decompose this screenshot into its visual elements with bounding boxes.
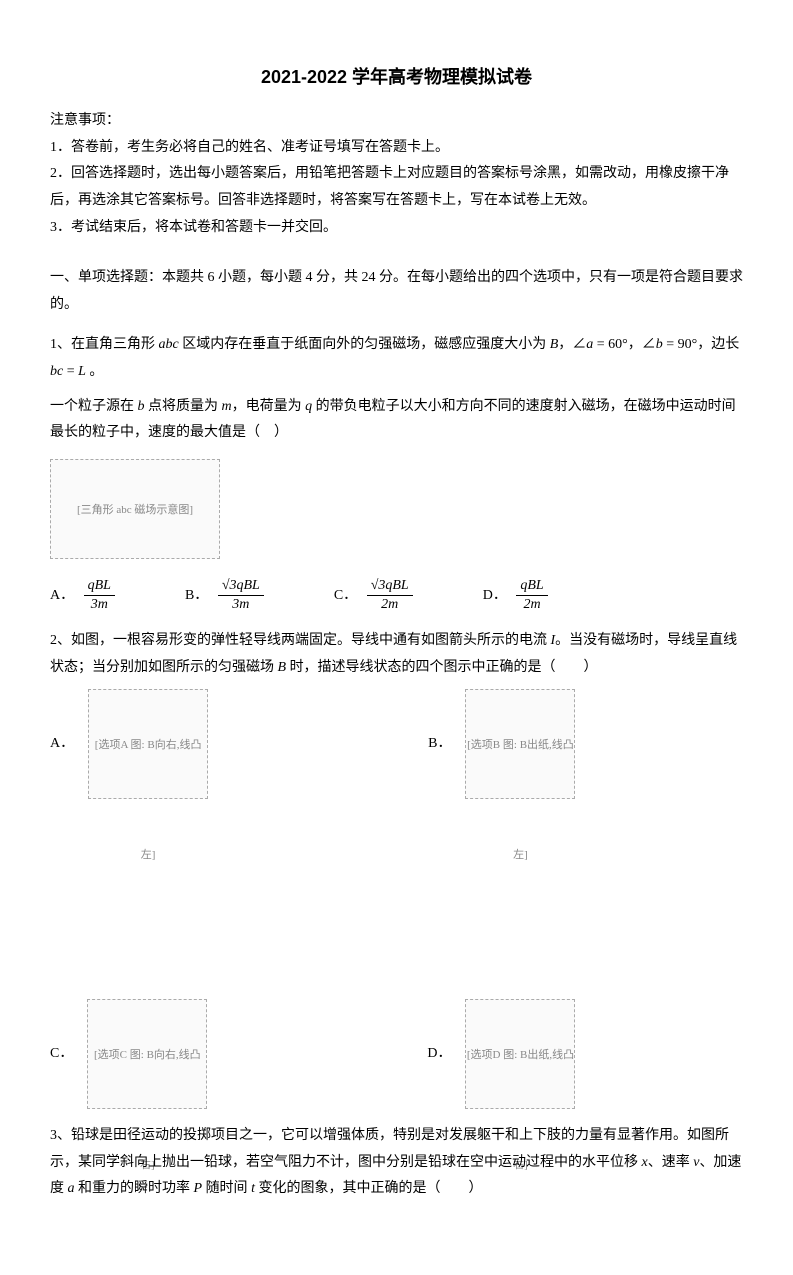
q3-P: P: [194, 1181, 203, 1196]
q1-opt-d-den: 2m: [516, 596, 547, 614]
q3-text-a: 3、铅球是田径运动的投掷项目之一，它可以增强体质，特别是对发展躯干和上下肢的力量…: [50, 1128, 729, 1170]
q1-opt-b-label: B．: [185, 588, 208, 603]
q2-opt-d-figure: [选项D 图: B出纸,线凸右]: [465, 999, 575, 1109]
q1-option-c: C． √3qBL 2m: [334, 577, 413, 614]
q1-opt-c-label: C．: [334, 588, 357, 603]
q1-bc: bc: [50, 364, 63, 379]
q1-b: b: [656, 337, 663, 352]
q3-text-f: 变化的图象，其中正确的是（ ）: [255, 1181, 483, 1196]
q2-B: B: [278, 660, 287, 675]
q1-text-c: ，∠: [558, 337, 586, 352]
q3-text-d: 和重力的瞬时功率: [75, 1181, 194, 1196]
q1-p2-b: 点将质量为: [145, 399, 222, 414]
q1-text-a: 1、在直角三角形: [50, 337, 159, 352]
q1-option-b: B． √3qBL 3m: [185, 577, 264, 614]
notice-heading: 注意事项：: [50, 108, 743, 135]
q1-opt-a-num: qBL: [84, 577, 115, 596]
q1-p2-b-sym: b: [138, 399, 145, 414]
q2-options: A． [选项A 图: B向右,线凸左] B． [选项B 图: B出纸,线凸左] …: [50, 689, 743, 1109]
q2-option-c: C． [选项C 图: B向右,线凸右]: [50, 999, 207, 1109]
q1-eq2: = 90°，边长: [663, 337, 740, 352]
q1-paragraph-1: 1、在直角三角形 abc 区域内存在垂直于纸面向外的匀强磁场，磁感应强度大小为 …: [50, 332, 743, 385]
q2-opt-a-figure: [选项A 图: B向右,线凸左]: [88, 689, 208, 799]
q1-text-d: 。: [86, 364, 104, 379]
q1-opt-c-num: √3qBL: [367, 577, 413, 596]
q1-opt-c-frac: √3qBL 2m: [367, 577, 413, 614]
q2-opt-b-label: B．: [428, 731, 451, 758]
question-2: 2、如图，一根容易形变的弹性轻导线两端固定。导线中通有如图箭头所示的电流 I。当…: [50, 628, 743, 1109]
q1-text-b: 区域内存在垂直于纸面向外的匀强磁场，磁感应强度大小为: [179, 337, 550, 352]
notice-item-2: 2．回答选择题时，选出每小题答案后，用铅笔把答题卡上对应题目的答案标号涂黑，如需…: [50, 161, 743, 214]
section1-heading: 一、单项选择题：本题共 6 小题，每小题 4 分，共 24 分。在每小题给出的四…: [50, 265, 743, 318]
q3-a: a: [68, 1181, 75, 1196]
q1-paragraph-2: 一个粒子源在 b 点将质量为 m，电荷量为 q 的带负电粒子以大小和方向不同的速…: [50, 394, 743, 447]
q1-opt-d-frac: qBL 2m: [516, 577, 547, 614]
q1-opt-b-frac: √3qBL 3m: [218, 577, 264, 614]
q1-opt-a-label: A．: [50, 588, 74, 603]
q1-figure: [三角形 abc 磁场示意图]: [50, 459, 220, 559]
q2-opt-a-label: A．: [50, 731, 74, 758]
q2-text-a: 2、如图，一根容易形变的弹性轻导线两端固定。导线中通有如图箭头所示的电流: [50, 633, 551, 648]
q2-option-a: A． [选项A 图: B向右,线凸左]: [50, 689, 208, 799]
q2-opt-b-figure: [选项B 图: B出纸,线凸左]: [465, 689, 575, 799]
q3-text-b: 、速率: [648, 1155, 694, 1170]
q2-opt-c-figure: [选项C 图: B向右,线凸右]: [87, 999, 207, 1109]
notice-item-3: 3．考试结束后，将本试卷和答题卡一并交回。: [50, 215, 743, 242]
q2-opt-c-label: C．: [50, 1041, 73, 1068]
q2-opt-d-label: D．: [427, 1041, 451, 1068]
q2-text: 2、如图，一根容易形变的弹性轻导线两端固定。导线中通有如图箭头所示的电流 I。当…: [50, 628, 743, 681]
q1-opt-a-frac: qBL 3m: [84, 577, 115, 614]
q1-m: m: [222, 399, 232, 414]
q1-eqL: =: [63, 364, 78, 379]
q1-opt-c-den: 2m: [367, 596, 413, 614]
q1-eq1: = 60°，∠: [593, 337, 656, 352]
q2-option-d: D． [选项D 图: B出纸,线凸右]: [427, 999, 575, 1109]
q1-B: B: [550, 337, 559, 352]
question-1: 1、在直角三角形 abc 区域内存在垂直于纸面向外的匀强磁场，磁感应强度大小为 …: [50, 332, 743, 614]
q1-option-d: D． qBL 2m: [483, 577, 548, 614]
q1-options: A． qBL 3m B． √3qBL 3m C． √3qBL 2m D． qBL: [50, 577, 743, 614]
q1-opt-d-label: D．: [483, 588, 507, 603]
q1-L: L: [78, 364, 86, 379]
q1-option-a: A． qBL 3m: [50, 577, 115, 614]
q1-p2-a: 一个粒子源在: [50, 399, 138, 414]
exam-title: 2021-2022 学年高考物理模拟试卷: [50, 60, 743, 94]
q1-abc: abc: [159, 337, 179, 352]
q1-opt-b-den: 3m: [218, 596, 264, 614]
q1-opt-a-den: 3m: [84, 596, 115, 614]
q3-text: 3、铅球是田径运动的投掷项目之一，它可以增强体质，特别是对发展躯干和上下肢的力量…: [50, 1123, 743, 1203]
q1-opt-b-num: √3qBL: [218, 577, 264, 596]
q1-p2-c: ，电荷量为: [232, 399, 306, 414]
notice-item-1: 1．答卷前，考生务必将自己的姓名、准考证号填写在答题卡上。: [50, 135, 743, 162]
question-3: 3、铅球是田径运动的投掷项目之一，它可以增强体质，特别是对发展躯干和上下肢的力量…: [50, 1123, 743, 1203]
q2-text-c: 时，描述导线状态的四个图示中正确的是（ ）: [286, 660, 598, 675]
q2-option-b: B． [选项B 图: B出纸,线凸左]: [428, 689, 575, 799]
q1-opt-d-num: qBL: [516, 577, 547, 596]
q3-text-e: 随时间: [202, 1181, 251, 1196]
